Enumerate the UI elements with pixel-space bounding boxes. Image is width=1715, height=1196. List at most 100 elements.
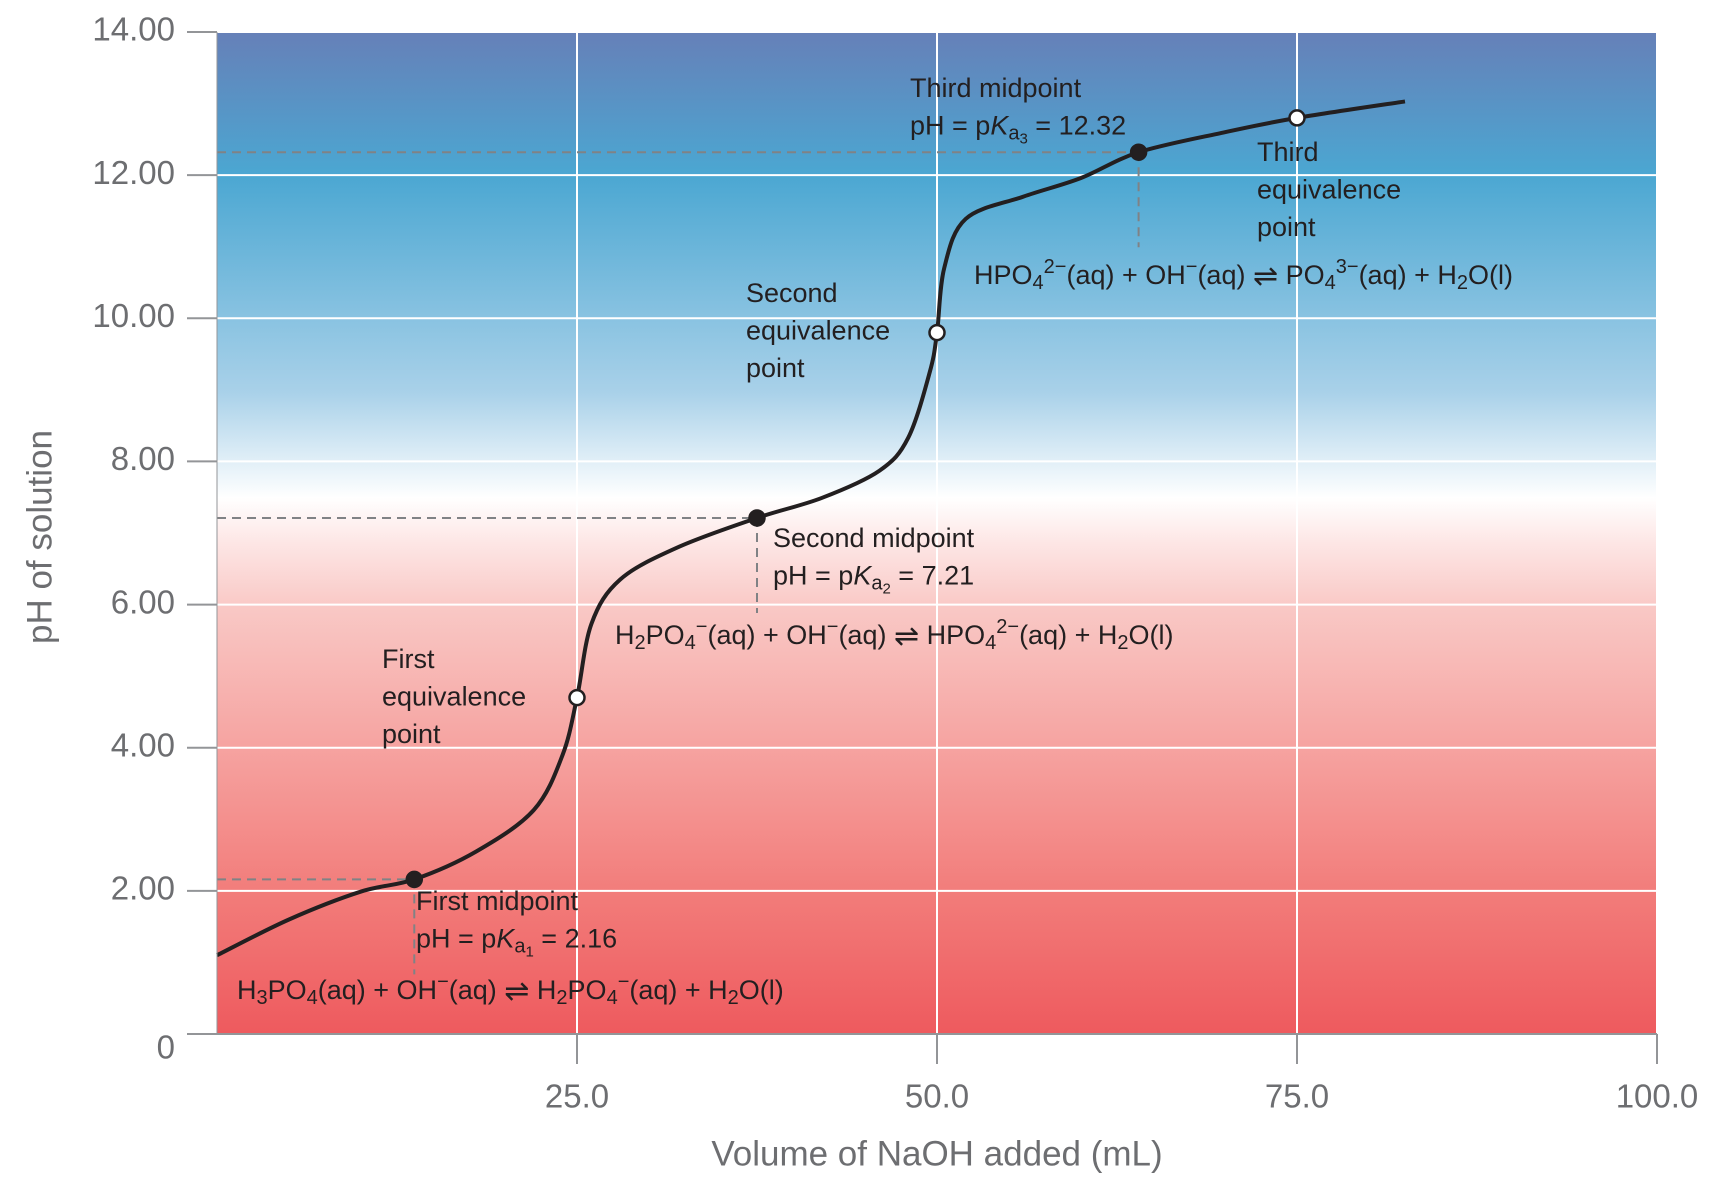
annotation-text: H (529, 975, 556, 1005)
annotation-text: = 2.16 (534, 924, 617, 954)
annotation-text: O(l) (1468, 260, 1513, 290)
midpoint-marker (748, 509, 766, 527)
annotation-text: equivalence (382, 682, 526, 712)
annotation-text: (aq) + OH (707, 620, 826, 650)
annotation-line: pH = pKa1 = 2.16 (416, 924, 617, 961)
x-tick-label: 75.0 (1265, 1078, 1329, 1115)
y-tick-label: 4.00 (111, 726, 175, 763)
annotation-text: H (237, 975, 257, 1005)
annotation-text: 4 (307, 987, 318, 1009)
annotation-text: PO (646, 620, 685, 650)
annotation-text: 2 (1117, 632, 1128, 654)
annotation-text: 2− (1044, 256, 1067, 278)
annotation-text: (aq) + H (629, 975, 727, 1005)
annotation-text: pH = p (910, 111, 990, 141)
midpoint-marker (405, 870, 424, 889)
annotation-text: First (382, 644, 435, 674)
annotation-line: Second midpoint (773, 523, 975, 553)
y-axis-title: pH of solution (20, 430, 59, 644)
annotation-text: (aq) (449, 975, 505, 1005)
axes: 0 2.00 4.00 6.00 8.00 10.00 12.00 14.00 25.0 50.0… (92, 11, 1698, 1115)
curve-layer (216, 99, 1406, 958)
annotation-text: 4 (607, 987, 618, 1009)
annotation-text: 4 (1325, 272, 1336, 294)
y-tick-label: 6.00 (111, 583, 175, 620)
annotation-text: (aq) + H (1019, 620, 1117, 650)
annotation-text: H (615, 620, 635, 650)
annotation-text: point (1257, 212, 1316, 242)
annotation-text: ⇌ (504, 974, 529, 1009)
annotation-text: 3 (257, 987, 268, 1009)
annotation-text: K (990, 111, 1009, 141)
annotation-text: PO (568, 975, 607, 1005)
annotation-text: 1 (525, 943, 533, 960)
annotation-text: equivalence (1257, 175, 1401, 205)
annotation-text: K (853, 561, 872, 591)
annotation-line: point (382, 719, 441, 749)
annotation-line: Third midpoint (910, 73, 1082, 103)
grid (217, 31, 1658, 1035)
y-tick-label: 2.00 (111, 870, 175, 907)
annotation-text: (aq) + H (1359, 260, 1457, 290)
equivalence-marker (928, 323, 946, 342)
annotation-text: 2 (882, 580, 890, 597)
annotation-text: a (871, 573, 883, 595)
annotation-text: Third midpoint (910, 73, 1082, 103)
annotation-text: pH = p (416, 924, 496, 954)
y-tick-label: 10.00 (92, 297, 175, 334)
annotation-text: K (496, 924, 515, 954)
annotation-line: equivalence (382, 682, 526, 712)
annotation-line: pH = pKa2 = 7.21 (773, 561, 974, 598)
annotation-line: First (382, 644, 435, 674)
annotation-line: HPO42−(aq) + OH−(aq) ⇌ PO43−(aq) + H2O(l… (974, 256, 1513, 294)
annotation-line: point (746, 353, 805, 383)
annotation-text: point (746, 353, 805, 383)
equivalence-marker (568, 688, 586, 707)
annotation-text: 3− (1336, 256, 1359, 278)
annotation-text: HPO (919, 620, 985, 650)
y-tick-label: 8.00 (111, 440, 175, 477)
annotation-text: 4 (685, 632, 696, 654)
equivalence-marker (1288, 109, 1306, 127)
titration-curve (216, 99, 1406, 958)
annotation-text: point (382, 719, 441, 749)
annotation-text: pH = p (773, 561, 853, 591)
annotation-text: 4 (985, 632, 996, 654)
annotation-text: − (696, 616, 708, 638)
annotation-line: pH = pKa3 = 12.32 (910, 111, 1126, 148)
y-tick-label: 14.00 (92, 11, 175, 48)
annotation-text: First midpoint (416, 886, 579, 916)
x-axis-title: Volume of NaOH added (mL) (711, 1134, 1162, 1173)
x-tick-label: 100.0 (1616, 1078, 1699, 1115)
midpoint-marker (1129, 143, 1148, 161)
annotation-text: ⇌ (894, 619, 919, 654)
annotation-text: HPO (974, 260, 1033, 290)
annotations: Third midpoint pH = pKa3 = 12.32 Third equi… (237, 73, 1513, 1009)
annotation-text: 2 (728, 987, 739, 1009)
annotation-text: O(l) (739, 975, 784, 1005)
annotation-text: PO (1278, 260, 1325, 290)
annotation-text: 4 (1033, 272, 1044, 294)
annotation-text: Third (1257, 137, 1319, 167)
annotation-line: H2PO4−(aq) + OH−(aq) ⇌ HPO42−(aq) + H2O(… (615, 616, 1173, 654)
annotation-text: equivalence (746, 316, 890, 346)
annotation-text: − (1186, 256, 1198, 278)
annotation-text: (aq) + OH (1066, 260, 1185, 290)
guides (217, 151, 1140, 975)
y-tick-label: 12.00 (92, 154, 175, 191)
annotation-line: point (1257, 212, 1316, 242)
annotation-text: − (827, 616, 839, 638)
annotation-text: ⇌ (1253, 259, 1278, 294)
annotation-text: = 7.21 (891, 561, 974, 591)
annotation-text: − (618, 971, 630, 993)
annotation-text: 2− (996, 616, 1019, 638)
annotation-text: 3 (1019, 130, 1027, 147)
annotation-text: Second (746, 278, 838, 308)
annotation-line: Second (746, 278, 838, 308)
annotation-text: 2 (1457, 272, 1468, 294)
annotation-line: H3PO4(aq) + OH−(aq) ⇌ H2PO4−(aq) + H2O(l… (237, 971, 784, 1009)
annotation-text: O(l) (1128, 620, 1173, 650)
annotation-text: a (514, 936, 526, 958)
